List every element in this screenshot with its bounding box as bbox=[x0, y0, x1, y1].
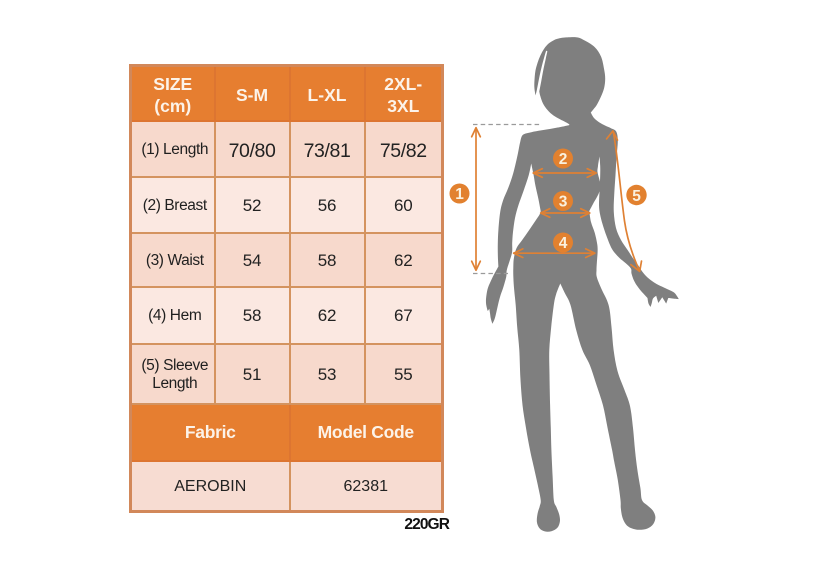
svg-text:4: 4 bbox=[559, 235, 568, 252]
svg-text:1: 1 bbox=[455, 186, 464, 203]
svg-text:3: 3 bbox=[559, 194, 568, 211]
svg-text:5: 5 bbox=[632, 188, 641, 205]
svg-text:2: 2 bbox=[559, 151, 568, 168]
